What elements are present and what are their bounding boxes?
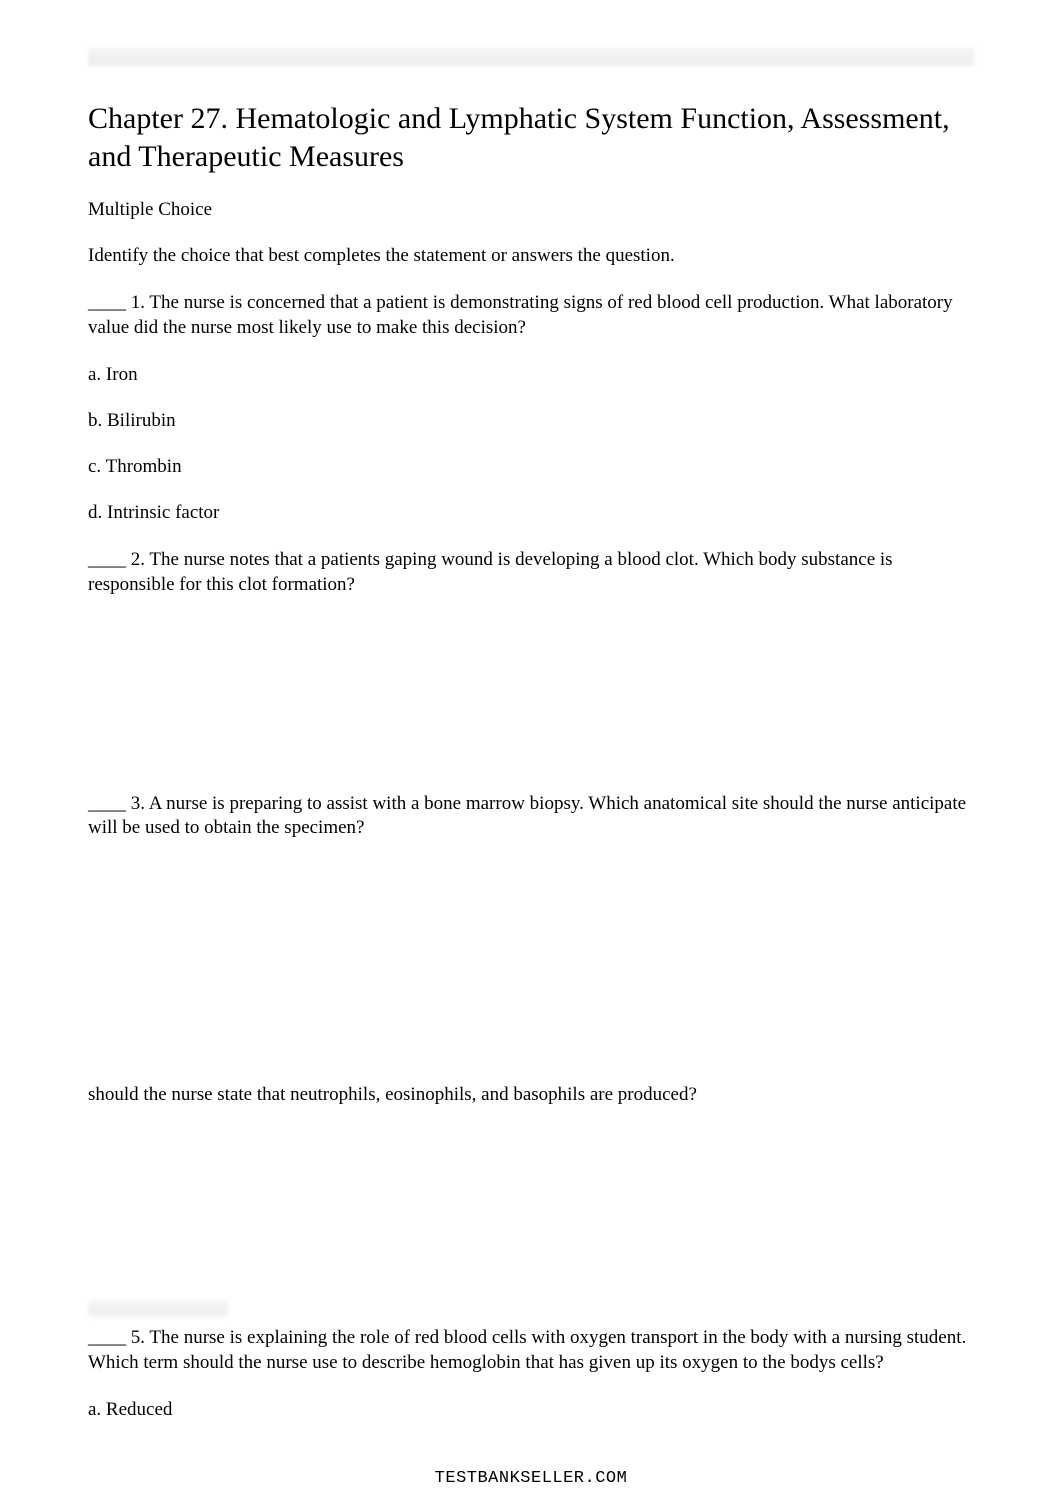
- footer-watermark: TESTBANKSELLER.COM: [0, 1469, 1062, 1488]
- question-1-option-c: c. Thrombin: [88, 456, 974, 478]
- question-1-stem: ____ 1. The nurse is concerned that a pa…: [88, 291, 974, 340]
- question-4-fragment: should the nurse state that neutrophils,…: [88, 1083, 974, 1108]
- small-blur-bar: [88, 1300, 228, 1316]
- question-2-stem: ____ 2. The nurse notes that a patients …: [88, 548, 974, 597]
- question-1-option-b: b. Bilirubin: [88, 410, 974, 432]
- document-page: Chapter 27. Hematologic and Lymphatic Sy…: [0, 0, 1062, 1421]
- top-blur-bar: [88, 48, 974, 66]
- question-3-stem: ____ 3. A nurse is preparing to assist w…: [88, 792, 974, 841]
- question-1-option-a: a. Iron: [88, 364, 974, 386]
- hidden-content-gap: [88, 622, 974, 792]
- instruction-text: Identify the choice that best completes …: [88, 245, 974, 267]
- section-label: Multiple Choice: [88, 199, 974, 221]
- hidden-content-gap: [88, 1132, 974, 1300]
- hidden-content-gap: [88, 865, 974, 1083]
- question-5-stem: ____ 5. The nurse is explaining the role…: [88, 1326, 974, 1375]
- question-1-option-d: d. Intrinsic factor: [88, 502, 974, 524]
- chapter-title: Chapter 27. Hematologic and Lymphatic Sy…: [88, 100, 974, 175]
- question-5-option-a: a. Reduced: [88, 1399, 974, 1421]
